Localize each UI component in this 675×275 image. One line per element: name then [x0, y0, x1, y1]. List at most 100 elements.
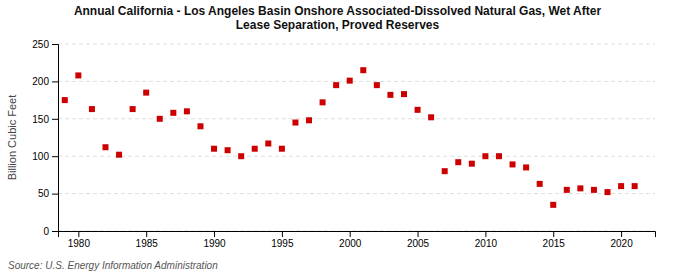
y-axis-title: Billion Cubic Feet — [6, 95, 18, 181]
title: Annual California - Los Angeles Basin On… — [74, 4, 602, 32]
point — [482, 153, 488, 159]
y-tick-mark — [52, 81, 58, 82]
point — [632, 183, 638, 189]
y-tick: 0 — [43, 226, 58, 237]
point — [537, 181, 543, 187]
point — [415, 107, 421, 113]
x-tick: 2005 — [407, 231, 430, 249]
point — [469, 161, 475, 167]
grid — [58, 44, 655, 231]
title-line: Lease Separation, Proved Reserves — [236, 18, 440, 32]
point — [292, 120, 298, 126]
plot-area: 1980 1985 1990 1995 2000 2005 2010 2015 2020 0 50 1… — [32, 39, 655, 249]
y-tick-mark — [52, 156, 58, 157]
x-tick-mark — [78, 231, 79, 237]
point — [279, 146, 285, 152]
grid-line — [58, 118, 655, 119]
x-tick-label: 2020 — [610, 238, 633, 249]
point — [62, 97, 68, 103]
x-tick-mark — [214, 231, 215, 237]
x-axis: 1980 1985 1990 1995 2000 2005 2010 2015 2020 — [59, 231, 656, 249]
point — [618, 183, 624, 189]
point — [564, 187, 570, 193]
x-tick-label: 2015 — [543, 238, 566, 249]
point — [577, 185, 583, 191]
x-tick: 1995 — [271, 231, 294, 249]
point — [102, 144, 108, 150]
x-tick-label: 1995 — [271, 238, 294, 249]
grid-line — [58, 193, 655, 194]
source: Source: U.S. Energy Information Administ… — [8, 260, 218, 271]
x-tick-label: 1980 — [68, 238, 91, 249]
point — [360, 67, 366, 73]
y-tick: 200 — [32, 76, 58, 87]
x-axis-line — [59, 232, 656, 238]
point — [238, 153, 244, 159]
grid-line — [58, 44, 655, 45]
y-axis: 0 50 100 150 200 250 — [32, 39, 58, 237]
x-tick-label: 2005 — [407, 238, 430, 249]
point — [252, 146, 258, 152]
y-tick-label: 100 — [32, 151, 49, 162]
grid-line — [58, 81, 655, 82]
y-tick-mark — [52, 44, 58, 45]
x-tick: 2015 — [543, 231, 566, 249]
x-tick-label: 1985 — [136, 238, 159, 249]
y-tick: 150 — [32, 114, 58, 125]
y-tick-mark — [52, 194, 58, 195]
point — [496, 153, 502, 159]
y-tick: 100 — [32, 151, 58, 162]
x-tick-label: 1990 — [203, 238, 226, 249]
point — [89, 106, 95, 112]
point — [170, 110, 176, 116]
x-tick-mark — [485, 231, 486, 237]
point — [306, 117, 312, 123]
x-tick-mark — [350, 231, 351, 237]
title-line: Annual California - Los Angeles Basin On… — [74, 4, 602, 18]
point — [510, 161, 516, 167]
marks — [62, 67, 638, 208]
y-tick: 250 — [32, 39, 58, 50]
y-tick: 50 — [38, 188, 58, 199]
point — [116, 152, 122, 158]
point — [428, 114, 434, 120]
point — [347, 78, 353, 84]
point — [320, 99, 326, 105]
y-tick-label: 0 — [43, 226, 49, 237]
point — [265, 140, 271, 146]
x-tick-label: 2010 — [475, 238, 498, 249]
x-tick: 1980 — [68, 231, 91, 249]
point — [157, 116, 163, 122]
y-tick-mark — [52, 119, 58, 120]
point — [211, 146, 217, 152]
x-tick-mark — [146, 231, 147, 237]
y-tick-label: 200 — [32, 76, 49, 87]
point — [591, 187, 597, 193]
y-axis-line — [52, 45, 59, 232]
point — [225, 147, 231, 153]
y-tick-mark — [52, 231, 58, 232]
x-tick-mark — [621, 231, 622, 237]
chart: Annual California - Los Angeles Basin On… — [0, 0, 675, 275]
point — [184, 108, 190, 114]
x-tick: 2010 — [475, 231, 498, 249]
point — [387, 92, 393, 98]
point — [605, 189, 611, 195]
point — [401, 91, 407, 97]
y-tick-label: 150 — [32, 114, 49, 125]
x-tick-mark — [282, 231, 283, 237]
point — [442, 168, 448, 174]
point — [550, 202, 556, 208]
point — [130, 106, 136, 112]
y-tick-label: 250 — [32, 39, 49, 50]
point — [333, 82, 339, 88]
point — [75, 72, 81, 78]
x-tick: 2020 — [610, 231, 633, 249]
point — [374, 82, 380, 88]
x-tick: 1985 — [136, 231, 159, 249]
x-tick-label: 2000 — [339, 238, 362, 249]
point — [455, 159, 461, 165]
grid-line — [58, 156, 655, 157]
y-tick-label: 50 — [38, 188, 50, 199]
point — [523, 164, 529, 170]
